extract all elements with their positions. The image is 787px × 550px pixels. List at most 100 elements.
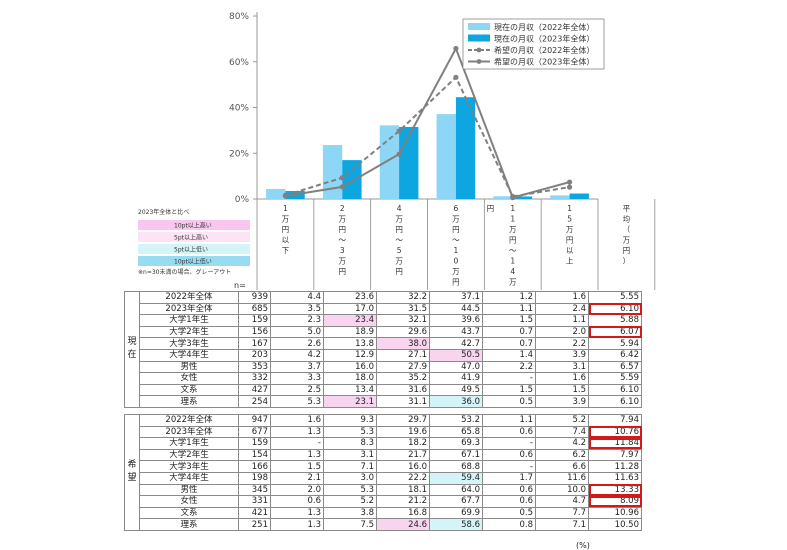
table-row: 大学2年生 154 1.3 3.1 21.7 67.1 0.6 6.2 7.97 xyxy=(125,448,642,462)
row-n: 947 xyxy=(238,413,271,427)
row-value: 6.6 xyxy=(535,460,589,473)
data-table-wrapper: 現在 2022年全体 939 4.4 23.6 32.2 37.1 1.2 1.6 5.55 202… xyxy=(124,291,642,531)
row-n: 166 xyxy=(238,460,271,473)
row-n: 427 xyxy=(238,383,271,397)
category-label-char: 万 xyxy=(339,257,347,266)
compare-legend-swatch-1 xyxy=(138,232,250,242)
group-gap xyxy=(124,406,642,415)
row-n: 154 xyxy=(238,448,271,462)
row-average: 13.33 xyxy=(588,483,642,497)
category-label-char: 1 xyxy=(510,257,515,266)
row-value: 13.4 xyxy=(323,383,377,397)
row-n: 332 xyxy=(238,372,271,385)
table-row: 大学3年生 167 2.6 13.8 38.0 42.7 0.7 2.2 5.94 xyxy=(125,337,642,350)
avg-column-label-char: ） xyxy=(623,257,631,266)
row-label: 女性 xyxy=(139,372,239,385)
category-label-char: 万 xyxy=(395,257,403,266)
row-average: 6.57 xyxy=(588,360,642,374)
row-average: 8.09 xyxy=(588,495,642,508)
bar-line-chart: 0% 20% 40% 60% 80% 現在の月収（2022年全体） 現在の月収（2023年全… xyxy=(138,12,656,290)
row-average: 7.94 xyxy=(588,413,642,427)
row-value: 3.0 xyxy=(323,471,377,485)
row-average: 11.84 xyxy=(588,437,642,450)
row-average: 7.97 xyxy=(588,448,642,462)
row-value: 19.6 xyxy=(376,425,430,439)
row-value: 31.6 xyxy=(376,383,430,397)
row-value: 2.0 xyxy=(535,325,589,339)
category-label-char: 1 xyxy=(510,204,515,213)
row-value: 21.2 xyxy=(376,495,430,508)
row-value: 1.3 xyxy=(270,518,324,531)
line-point-2-3 xyxy=(453,45,459,52)
row-label: 理系 xyxy=(139,518,239,531)
line-point-1-1 xyxy=(339,175,345,181)
row-value: 7.1 xyxy=(323,460,377,473)
row-value: 3.8 xyxy=(323,506,377,520)
y-tick-label: 60% xyxy=(229,58,249,68)
line-point-1-2 xyxy=(396,128,402,134)
category-label-char: 5 xyxy=(397,246,402,255)
row-value: 18.1 xyxy=(376,483,430,497)
row-label: 男性 xyxy=(139,360,239,374)
row-value: 1.2 xyxy=(482,291,536,304)
category-label-char: 円 xyxy=(452,278,460,287)
bar-series2-3 xyxy=(455,97,476,199)
row-value: 1.3 xyxy=(270,425,324,439)
row-value: 2.4 xyxy=(535,302,589,316)
row-value: - xyxy=(482,372,536,385)
row-value: 41.9 xyxy=(429,372,483,385)
row-value: 2.2 xyxy=(482,360,536,374)
table-row: 文系 427 2.5 13.4 31.6 49.5 1.5 1.5 6.10 xyxy=(125,383,642,397)
legend-swatch-dot-3 xyxy=(476,59,482,64)
row-value: 5.2 xyxy=(323,495,377,508)
category-label-char: 以 xyxy=(566,246,574,255)
table-row: 希望 2022年全体 947 1.6 9.3 29.7 53.2 1.1 5.2 7.94 xyxy=(124,413,642,531)
y-tick-label: 40% xyxy=(229,104,249,114)
line-point-2-0 xyxy=(282,193,289,199)
row-value: 1.5 xyxy=(482,314,536,327)
table-row: 2023年全体 685 3.5 17.0 31.5 44.5 1.1 2.4 6.10 xyxy=(125,302,642,316)
group-label: 現在 xyxy=(124,291,140,408)
row-value: 0.5 xyxy=(482,506,536,520)
legend-swatch-dot-2 xyxy=(476,47,482,53)
row-value: 2.5 xyxy=(270,383,324,397)
data-table: 現在 2022年全体 939 4.4 23.6 32.2 37.1 1.2 1.6 5.55 202… xyxy=(124,291,642,531)
row-value: 5.3 xyxy=(323,483,377,497)
row-n: 198 xyxy=(238,471,271,485)
category-label-char: ～ xyxy=(509,246,517,255)
row-value: 27.9 xyxy=(376,360,430,374)
category-label-char: 万 xyxy=(339,215,347,224)
group-label: 希望 xyxy=(124,413,140,531)
category-label-char: 6 xyxy=(454,204,459,213)
row-value: 0.7 xyxy=(482,325,536,339)
row-label: 大学3年生 xyxy=(139,460,239,473)
row-average: 5.59 xyxy=(588,372,642,385)
row-value: 64.0 xyxy=(429,483,483,497)
table-row: 女性 332 3.3 18.0 35.2 41.9-1.6 5.59 xyxy=(125,372,642,385)
row-label: 大学4年生 xyxy=(139,471,239,485)
row-label: 2023年全体 xyxy=(139,302,239,316)
category-label-char: 上 xyxy=(566,257,574,266)
row-value: 29.7 xyxy=(376,413,430,427)
bar-series1-3 xyxy=(436,114,456,199)
bar-series1-5 xyxy=(550,195,570,199)
row-value: - xyxy=(482,460,536,473)
row-value: 2.2 xyxy=(535,337,589,350)
compare-legend-label-3: 10pt以上低い xyxy=(174,258,212,266)
row-value: 1.6 xyxy=(535,372,589,385)
row-label: 大学1年生 xyxy=(139,437,239,450)
row-value: 4.2 xyxy=(535,437,589,450)
row-value: 50.5 xyxy=(429,348,483,362)
row-label: 大学1年生 xyxy=(139,314,239,327)
row-value: 24.6 xyxy=(376,518,430,531)
compare-legend-swatch-2 xyxy=(138,244,250,254)
row-value: 1.6 xyxy=(535,291,589,304)
avg-column-label-char: 円 xyxy=(623,246,631,255)
category-label-char: 円 xyxy=(339,225,347,234)
row-value: 31.5 xyxy=(376,302,430,316)
category-label-char: 1 xyxy=(510,215,515,224)
row-average: 6.42 xyxy=(588,348,642,362)
row-value: 39.6 xyxy=(429,314,483,327)
category-label-char: 0 xyxy=(454,257,459,266)
row-value: 44.5 xyxy=(429,302,483,316)
